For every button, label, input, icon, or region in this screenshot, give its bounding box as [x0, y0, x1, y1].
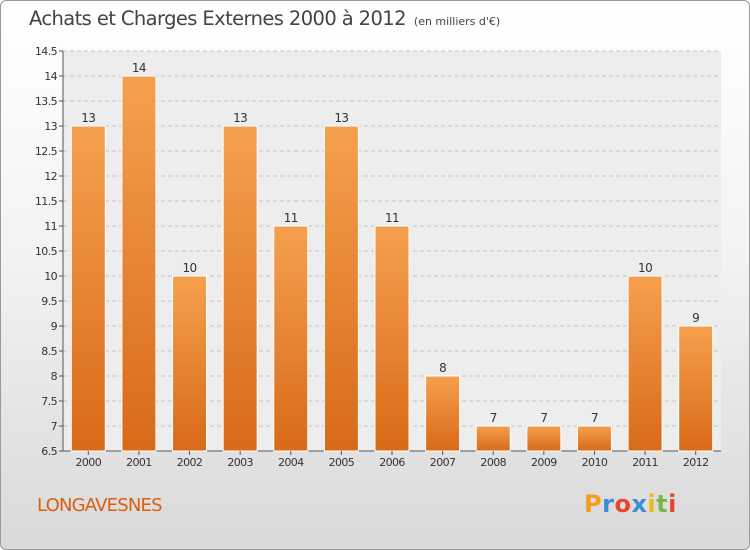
y-tick-label: 8	[51, 370, 58, 383]
data-label: 7	[540, 411, 547, 425]
bar	[374, 225, 410, 452]
x-tick-label: 2010	[582, 456, 608, 469]
y-tick-label: 9	[51, 320, 58, 333]
bar	[678, 325, 714, 452]
bar	[273, 225, 309, 452]
x-tick-label: 2004	[278, 456, 304, 469]
data-label: 7	[490, 411, 497, 425]
data-label: 13	[233, 111, 247, 125]
y-tick-label: 12.5	[35, 145, 58, 158]
bar	[627, 275, 663, 452]
bar	[222, 125, 258, 452]
y-tick-label: 13.5	[35, 95, 58, 108]
y-tick-label: 10.5	[35, 245, 58, 258]
y-tick-label: 11.5	[35, 195, 58, 208]
y-tick-label: 6.5	[41, 445, 57, 458]
data-label: 11	[284, 211, 298, 225]
y-tick-label: 10	[44, 270, 57, 283]
data-label: 14	[132, 61, 146, 75]
bar	[70, 125, 106, 452]
data-label: 13	[81, 111, 95, 125]
data-label: 13	[334, 111, 348, 125]
bar	[121, 75, 157, 452]
chart-title: Achats et Charges Externes 2000 à 2012 (e…	[29, 7, 500, 30]
x-tick-label: 2007	[430, 456, 456, 469]
x-tick-label: 2001	[126, 456, 152, 469]
y-tick-label: 11	[44, 220, 57, 233]
x-tick-label: 2000	[76, 456, 102, 469]
brand-letter: t	[656, 490, 669, 518]
chart-title-text: Achats et Charges Externes 2000 à 2012	[29, 7, 407, 30]
bar	[576, 425, 612, 452]
y-tick-label: 14.5	[35, 45, 58, 58]
x-tick-label: 2009	[531, 456, 557, 469]
y-tick-label: 14	[44, 70, 57, 83]
bar	[172, 275, 208, 452]
bar	[526, 425, 562, 452]
chart-subtitle: (en milliers d'€)	[413, 15, 501, 28]
bar	[475, 425, 511, 452]
x-tick-label: 2002	[177, 456, 203, 469]
data-label: 11	[385, 211, 399, 225]
brand-letter: i	[668, 490, 677, 518]
brand-letter: P	[584, 490, 603, 518]
y-tick-label: 9.5	[41, 295, 57, 308]
y-tick-label: 13	[44, 120, 57, 133]
commune-name: LONGAVESNES	[37, 495, 163, 516]
x-tick-label: 2011	[632, 456, 658, 469]
data-label: 8	[439, 361, 446, 375]
bar	[425, 375, 461, 452]
x-tick-label: 2008	[480, 456, 506, 469]
brand-letter: o	[614, 490, 632, 518]
data-label: 10	[638, 261, 652, 275]
data-label: 7	[591, 411, 598, 425]
data-label: 10	[182, 261, 196, 275]
y-tick-label: 8.5	[41, 345, 57, 358]
x-tick-label: 2003	[227, 456, 253, 469]
brand-logo: Proxiti	[584, 490, 677, 518]
brand-letter: i	[647, 490, 657, 518]
x-tick-label: 2005	[329, 456, 355, 469]
y-tick-label: 12	[44, 170, 57, 183]
y-tick-label: 7	[51, 420, 58, 433]
x-tick-label: 2012	[683, 456, 709, 469]
data-label: 9	[692, 311, 699, 325]
y-tick-label: 7.5	[41, 395, 57, 408]
x-tick-label: 2006	[379, 456, 405, 469]
brand-letter: x	[631, 490, 648, 518]
bar	[323, 125, 359, 452]
brand-letter: r	[602, 490, 615, 518]
